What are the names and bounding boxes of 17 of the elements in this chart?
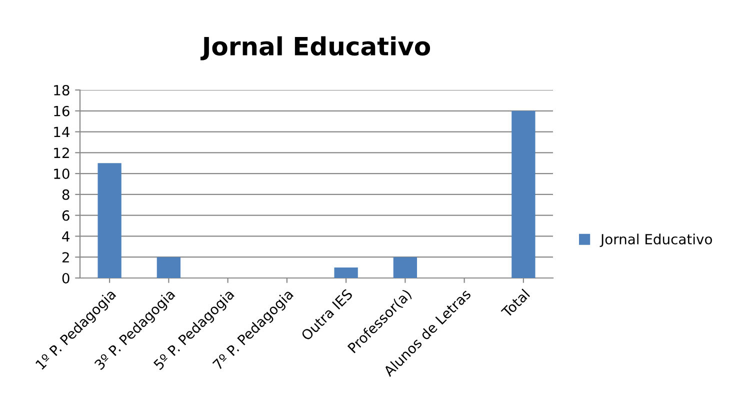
y-tick-label: 10: [54, 168, 70, 180]
legend-label: Jornal Educativo: [600, 234, 712, 248]
bar: [156, 257, 181, 278]
y-tick-label: 14: [54, 126, 70, 138]
y-tick-label: 16: [54, 106, 70, 116]
bar: [512, 110, 536, 278]
y-tick-label: 2: [62, 252, 69, 262]
bar: [98, 163, 122, 278]
y-tick-label: 12: [54, 148, 69, 158]
bar: [334, 268, 358, 278]
y-tick-label: 4: [62, 231, 70, 242]
y-tick-label: 0: [62, 272, 70, 284]
y-tick-label: 6: [62, 210, 70, 221]
chart-title: Jornal Educativo: [200, 36, 430, 60]
bar: [393, 257, 418, 278]
y-tick-label: 8: [62, 189, 70, 200]
y-tick-label: 18: [54, 84, 70, 96]
